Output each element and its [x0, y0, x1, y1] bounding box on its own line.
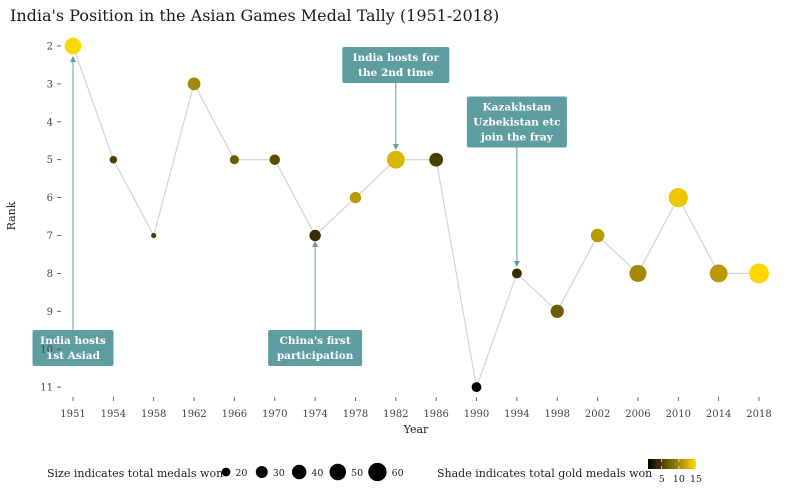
annotation-text: 1st Asiad [46, 350, 101, 362]
annotation-box [32, 330, 114, 366]
y-tick-label: 3 [47, 79, 53, 90]
data-point [64, 37, 82, 55]
data-point [668, 188, 688, 208]
annotation-arrowhead [513, 261, 520, 267]
data-point [550, 304, 564, 318]
y-tick-label: 9 [47, 307, 53, 318]
annotation: India hosts 1st Asiad [32, 56, 114, 366]
size-legend-label: 40 [311, 468, 323, 479]
chart-title: India's Position in the Asian Games Meda… [10, 6, 499, 25]
annotation-text: Uzbekistan etc [473, 117, 560, 129]
x-tick-label: 2002 [585, 409, 610, 420]
size-legend-circle [221, 467, 231, 477]
x-tick-label: 1951 [60, 409, 85, 420]
x-tick-label: 2018 [746, 409, 771, 420]
annotation-text: the 2nd time [358, 67, 434, 79]
data-point [709, 264, 728, 283]
points [64, 37, 769, 393]
color-legend-gradient [648, 459, 696, 469]
size-legend-label: 20 [235, 468, 247, 479]
size-legend-circle [368, 462, 387, 482]
x-tick-label: 1986 [423, 409, 448, 420]
data-point [429, 152, 444, 167]
x-tick-label: 1970 [262, 409, 287, 420]
y-axis-title: Rank [5, 201, 18, 230]
data-point [349, 191, 362, 204]
x-tick-label: 2006 [625, 409, 650, 420]
x-axis-ticks: 1951 1954 1958 1962 1966 1970 1974 1978 1982 1986… [60, 397, 772, 420]
x-axis-title: Year [403, 423, 429, 436]
color-legend-title: Shade indicates total gold medals won [437, 467, 652, 480]
data-point [151, 232, 157, 239]
annotation: China's first participation [268, 241, 363, 366]
data-point [109, 155, 118, 164]
x-tick-label: 1994 [504, 409, 529, 420]
annotation-text: Kazakhstan [482, 102, 551, 114]
size-legend-circle [291, 464, 307, 480]
x-tick-label: 1990 [464, 409, 489, 420]
x-tick-label: 2014 [706, 409, 731, 420]
annotations: India hosts 1st Asiad China's first partici… [32, 47, 567, 366]
annotation-arrowhead [312, 241, 319, 247]
size-legend-label: 50 [351, 468, 363, 479]
x-tick-label: 1954 [101, 409, 126, 420]
color-legend-label: 5 [659, 474, 665, 485]
y-tick-label: 2 [47, 42, 53, 53]
x-tick-label: 1962 [181, 409, 206, 420]
data-point [187, 77, 201, 91]
annotation-arrowhead [70, 56, 76, 62]
annotation-text: join the fray [480, 132, 554, 144]
y-tick-label: 7 [47, 231, 53, 242]
color-legend-ticks: 5 10 15 [659, 459, 702, 485]
data-point [511, 268, 522, 279]
data-point [386, 150, 405, 169]
data-point [229, 155, 239, 165]
x-tick-label: 1982 [383, 409, 408, 420]
y-tick-label: 10 [40, 345, 53, 356]
y-tick-label: 4 [47, 117, 53, 128]
data-point [269, 154, 281, 165]
size-legend-circle [329, 463, 347, 481]
annotation: India hosts for the 2nd time [342, 47, 450, 150]
annotation: Kazakhstan Uzbekistan etc join the fray [466, 96, 567, 267]
annotation-arrowhead [392, 144, 399, 150]
size-legend-title: Size indicates total medals won [47, 467, 223, 480]
color-legend-label: 10 [673, 474, 685, 485]
data-point [629, 264, 647, 282]
annotation-box [466, 96, 567, 148]
x-tick-label: 1998 [545, 409, 570, 420]
legend: Size indicates total medals won 20 30 40 50… [47, 459, 702, 485]
y-axis-ticks: 2 3 4 5 6 7 8 9 10 11 [40, 42, 61, 394]
size-legend-label: 60 [392, 468, 404, 479]
size-legend-items: 20 30 40 50 60 [221, 462, 404, 482]
annotation-text: India hosts [40, 335, 106, 347]
data-point [590, 228, 605, 243]
y-tick-label: 5 [47, 155, 53, 166]
y-tick-label: 8 [47, 269, 53, 280]
x-tick-label: 1958 [141, 409, 166, 420]
data-point [309, 229, 321, 242]
y-tick-label: 6 [47, 193, 53, 204]
x-tick-label: 1974 [302, 409, 327, 420]
x-tick-label: 1966 [222, 409, 247, 420]
series-line-path [72, 45, 759, 390]
y-tick-label: 11 [40, 383, 53, 394]
size-legend-circle [255, 466, 268, 478]
annotation-text: India hosts for [353, 52, 440, 64]
annotation-box [342, 47, 450, 83]
size-legend-label: 30 [273, 468, 285, 479]
data-point [471, 382, 482, 393]
annotation-box [268, 330, 363, 366]
x-tick-label: 1978 [343, 409, 368, 420]
data-point [749, 263, 769, 284]
color-legend-label: 15 [690, 474, 702, 485]
annotation-text: participation [277, 350, 354, 362]
annotation-text: China's first [280, 335, 351, 347]
x-tick-label: 2010 [666, 409, 691, 420]
series-line [72, 45, 759, 390]
